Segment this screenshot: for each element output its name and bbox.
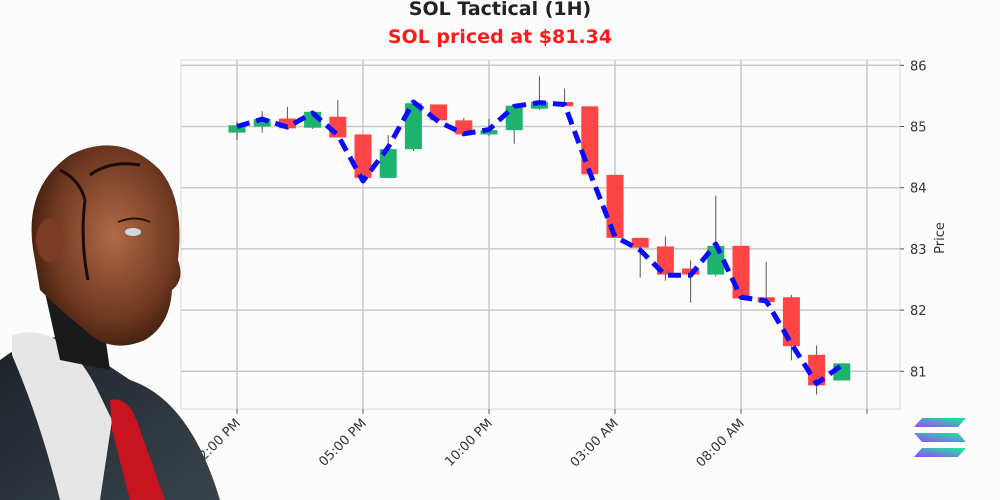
- time-axis: 12:00 PM 05:00 PM 10:00 PM 03:00 AM 08:00 AM: [190, 409, 868, 470]
- candle: [379, 135, 397, 178]
- y-axis-label: Price: [933, 222, 948, 254]
- y-tick-label: 85: [910, 121, 927, 136]
- candles: [228, 76, 851, 395]
- robot-businessman-portrait: [0, 145, 220, 500]
- y-tick-label: 84: [910, 182, 927, 197]
- x-tick-label: 08:00 AM: [694, 416, 748, 470]
- x-tick-label: 10:00 PM: [442, 416, 495, 469]
- chart-title: SOL Tactical (1H): [408, 0, 592, 20]
- grid-lines: [181, 60, 900, 409]
- candle: [757, 261, 775, 303]
- price-axis: 81 82 83 84 85 86: [900, 59, 927, 380]
- solana-logo-icon: [914, 418, 966, 457]
- candle: [606, 174, 624, 238]
- candle: [354, 134, 372, 183]
- candle: [631, 237, 649, 278]
- y-tick-label: 81: [910, 365, 927, 380]
- plot-frame: [180, 59, 901, 410]
- moving-average-line: [236, 99, 844, 387]
- y-tick-label: 83: [910, 243, 927, 258]
- y-tick-label: 86: [910, 59, 927, 74]
- candle: [732, 245, 750, 299]
- candle: [253, 111, 271, 133]
- candle: [707, 195, 725, 277]
- candle: [505, 105, 523, 144]
- price-subtitle: SOL priced at $81.34: [387, 26, 613, 48]
- y-tick-label: 82: [910, 304, 927, 319]
- x-tick-label: 03:00 AM: [568, 416, 622, 470]
- x-tick-label: 05:00 PM: [316, 416, 369, 469]
- candle: [581, 106, 599, 175]
